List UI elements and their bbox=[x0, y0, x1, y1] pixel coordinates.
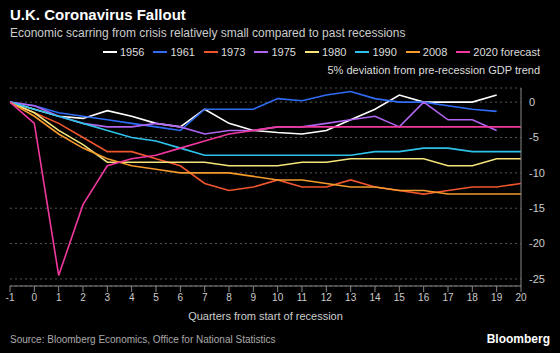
svg-text:0: 0 bbox=[529, 96, 535, 108]
svg-text:15: 15 bbox=[394, 292, 406, 303]
svg-text:20: 20 bbox=[515, 292, 527, 303]
svg-text:18: 18 bbox=[467, 292, 479, 303]
html-text:5% deviation from pre-recessio: 5% deviation from pre-recession GDP tren… bbox=[327, 64, 540, 76]
svg-text:8: 8 bbox=[226, 292, 232, 303]
html-text:Bloomberg: Bloomberg bbox=[486, 332, 550, 346]
svg-text:9: 9 bbox=[251, 292, 257, 303]
svg-text:0: 0 bbox=[32, 292, 38, 303]
html-text:U.K. Coronavirus Fallout: U.K. Coronavirus Fallout bbox=[10, 6, 186, 23]
svg-text:4: 4 bbox=[129, 292, 135, 303]
html-text:2020 forecast: 2020 forecast bbox=[473, 46, 540, 58]
svg-text:17: 17 bbox=[442, 292, 454, 303]
html-text:1956: 1956 bbox=[120, 46, 145, 58]
html-text:1980: 1980 bbox=[321, 46, 347, 58]
svg-text:-25: -25 bbox=[529, 273, 545, 285]
html-text:1975: 1975 bbox=[271, 46, 296, 58]
html-text:1990: 1990 bbox=[372, 46, 397, 58]
svg-text:13: 13 bbox=[345, 292, 357, 303]
svg-text:-10: -10 bbox=[529, 167, 545, 179]
html-text:1961: 1961 bbox=[170, 46, 195, 58]
svg-text:11: 11 bbox=[297, 292, 308, 303]
svg-text:14: 14 bbox=[369, 292, 381, 303]
svg-text:3: 3 bbox=[105, 292, 111, 303]
svg-text:6: 6 bbox=[178, 292, 184, 303]
html-text:Source: Bloomberg Economics, O: Source: Bloomberg Economics, Office for … bbox=[10, 334, 276, 345]
html-text:1973: 1973 bbox=[220, 46, 246, 58]
svg-text:1: 1 bbox=[56, 292, 62, 303]
svg-text:12: 12 bbox=[321, 292, 333, 303]
svg-text:Quarters from start of recessi: Quarters from start of recession bbox=[188, 310, 343, 322]
html-text:2008: 2008 bbox=[422, 46, 448, 58]
svg-text:19: 19 bbox=[491, 292, 503, 303]
svg-text:-1: -1 bbox=[8, 292, 15, 303]
svg-text:5: 5 bbox=[153, 292, 159, 303]
svg-text:2: 2 bbox=[80, 292, 86, 303]
svg-text:-15: -15 bbox=[529, 202, 545, 214]
html-text:Economic scarring from crisis: Economic scarring from crisis relatively… bbox=[10, 26, 406, 40]
svg-text:16: 16 bbox=[418, 292, 430, 303]
svg-text:-5: -5 bbox=[529, 131, 539, 143]
svg-text:-20: -20 bbox=[529, 237, 545, 249]
svg-text:10: 10 bbox=[272, 292, 284, 303]
svg-text:7: 7 bbox=[202, 292, 208, 303]
